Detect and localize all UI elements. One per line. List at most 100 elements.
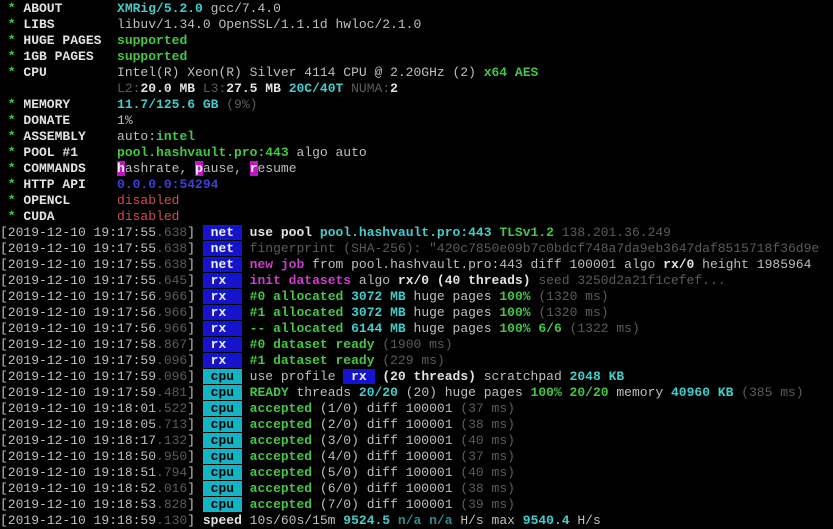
log-segment: *: [0, 209, 24, 224]
log-segment: .950: [156, 449, 188, 464]
log-line: * OPENCL disabled: [0, 193, 833, 209]
log-line: [2019-12-10 19:17:55.638] net new job fr…: [0, 257, 833, 273]
log-segment: ]: [187, 481, 203, 496]
log-segment: (385 ms): [741, 385, 804, 400]
log-segment: (38 ms): [460, 417, 515, 432]
log-segment: 100%: [499, 305, 539, 320]
log-segment: [2019-12-10 19:17:56: [0, 305, 157, 320]
net-badge: net: [202, 257, 242, 272]
log-segment: ]: [187, 417, 203, 432]
log-segment: *: [0, 1, 24, 16]
log-segment: 2: [390, 81, 398, 96]
log-segment: height 1985964: [694, 257, 812, 272]
log-segment: [2019-12-10 19:17:55: [0, 225, 157, 240]
log-segment: .638: [156, 241, 188, 256]
log-line: [2019-12-10 19:18:51.794] cpu accepted (…: [0, 465, 833, 481]
log-segment: ASSEMBLY: [23, 129, 118, 144]
net-badge: rx: [343, 369, 375, 384]
log-segment: NUMA:: [351, 81, 391, 96]
log-segment: HUGE PAGES: [23, 33, 118, 48]
log-line: [2019-12-10 19:17:56.966] rx -- allocate…: [0, 321, 833, 337]
log-segment: (1/0) diff 100001: [319, 401, 461, 416]
log-line: [2019-12-10 19:18:52.016] cpu accepted (…: [0, 481, 833, 497]
log-segment: .966: [156, 321, 188, 336]
log-line: [2019-12-10 19:18:05.713] cpu accepted (…: [0, 417, 833, 433]
log-segment: [2019-12-10 19:18:53: [0, 497, 157, 512]
net-badge: net: [202, 225, 242, 240]
log-segment: ]: [187, 337, 203, 352]
log-line: * HUGE PAGES supported: [0, 33, 833, 49]
log-segment: .867: [156, 337, 188, 352]
log-line: * DONATE 1%: [0, 113, 833, 129]
log-segment: -- allocated: [241, 321, 352, 336]
log-segment: H/s: [460, 513, 492, 528]
net-badge: rx: [202, 273, 242, 288]
log-segment: ]: [187, 305, 203, 320]
log-segment: auto:: [117, 129, 157, 144]
log-segment: Intel(R) Xeon(R) Silver 4114 CPU @ 2.20G…: [117, 65, 484, 80]
log-segment: 3072 MB: [351, 289, 414, 304]
log-segment: XMRig/5.2.0: [117, 1, 203, 16]
log-segment: libuv/1.34.0 OpenSSL/1.1.1d hwloc/2.1.0: [117, 17, 422, 32]
log-segment: (9%): [226, 97, 258, 112]
log-segment: 2048 KB: [569, 369, 625, 384]
log-segment: rx/0: [663, 257, 695, 272]
cpu-badge: cpu: [202, 433, 242, 448]
log-segment: 3072 MB: [351, 305, 414, 320]
log-segment: *: [0, 65, 24, 80]
log-segment: LIBS: [23, 17, 118, 32]
log-line: * 1GB PAGES supported: [0, 49, 833, 65]
log-segment: gcc/7.4.0: [202, 1, 281, 16]
log-segment: [2019-12-10 19:17:59: [0, 369, 157, 384]
log-segment: 9540.4: [522, 513, 578, 528]
log-segment: ause,: [202, 161, 250, 176]
log-line: * ABOUT XMRig/5.2.0 gcc/7.4.0: [0, 1, 833, 17]
log-line: * COMMANDS hashrate, pause, resume: [0, 161, 833, 177]
log-segment: *: [0, 97, 24, 112]
cpu-badge: cpu: [202, 465, 242, 480]
log-segment: memory: [608, 385, 671, 400]
log-segment: (3/0) diff 100001: [319, 433, 461, 448]
log-segment: intel: [156, 129, 196, 144]
log-line: [2019-12-10 19:17:56.966] rx #0 allocate…: [0, 289, 833, 305]
log-segment: ]: [187, 433, 203, 448]
log-segment: ]: [187, 385, 203, 400]
log-segment: accepted: [241, 433, 320, 448]
log-segment: 1%: [117, 113, 133, 128]
log-segment: .016: [156, 481, 188, 496]
log-line: * HTTP API 0.0.0.0:54294: [0, 177, 833, 193]
log-segment: *: [0, 193, 24, 208]
log-segment: ]: [187, 273, 203, 288]
log-segment: .638: [156, 257, 188, 272]
log-segment: (39 ms): [460, 497, 515, 512]
log-segment: ]: [187, 465, 203, 480]
log-segment: .966: [156, 289, 188, 304]
log-segment: *: [0, 33, 24, 48]
log-line: [2019-12-10 19:17:59.096] cpu use profil…: [0, 369, 833, 385]
log-segment: from pool.hashvault.pro:443 diff 100001 …: [304, 257, 664, 272]
log-segment: ]: [187, 353, 203, 368]
log-segment: .130: [156, 513, 188, 528]
log-segment: ]: [187, 497, 203, 512]
log-segment: L3:: [202, 81, 227, 96]
log-segment: ]: [187, 241, 203, 256]
log-segment: ]: [187, 321, 203, 336]
log-segment: #1 dataset ready: [241, 353, 383, 368]
log-segment: threads: [288, 385, 359, 400]
log-line: [2019-12-10 19:17:55.645] rx init datase…: [0, 273, 833, 289]
net-badge: rx: [202, 289, 242, 304]
log-segment: (37 ms): [460, 401, 515, 416]
log-segment: .638: [156, 225, 188, 240]
log-segment: (37 ms): [460, 449, 515, 464]
log-segment: scratchpad: [475, 369, 570, 384]
log-segment: .828: [156, 497, 188, 512]
log-segment: disabled: [117, 209, 180, 224]
log-line: [2019-12-10 19:18:53.828] cpu accepted (…: [0, 497, 833, 513]
log-segment: .132: [156, 433, 188, 448]
log-segment: ashrate,: [124, 161, 196, 176]
log-segment: ]: [187, 257, 203, 272]
log-line: [2019-12-10 19:17:58.867] rx #0 dataset …: [0, 337, 833, 353]
log-segment: 9524.5: [343, 513, 398, 528]
log-segment: algo auto: [288, 145, 367, 160]
